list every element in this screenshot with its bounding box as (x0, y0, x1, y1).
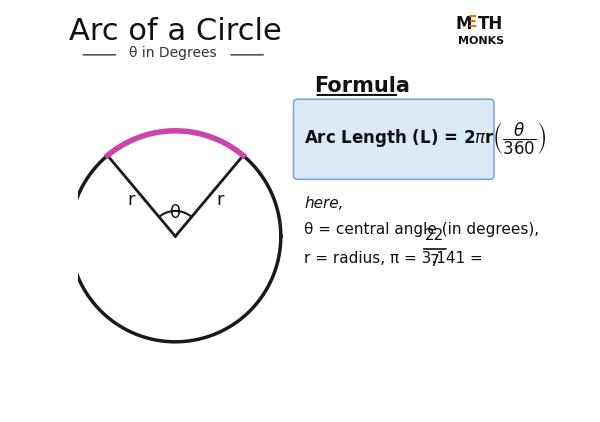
FancyBboxPatch shape (293, 99, 494, 179)
Text: Formula: Formula (314, 76, 410, 96)
Text: r = radius, π = 3.141 =: r = radius, π = 3.141 = (304, 251, 488, 266)
Text: 7: 7 (430, 254, 440, 270)
Text: here,: here, (304, 196, 344, 211)
Text: θ: θ (170, 204, 181, 222)
Text: M: M (456, 15, 472, 33)
Text: Arc of a Circle: Arc of a Circle (69, 17, 281, 46)
Text: MONKS: MONKS (458, 36, 505, 46)
Text: θ = central angle (in degrees),: θ = central angle (in degrees), (304, 222, 539, 237)
Text: r: r (127, 191, 134, 209)
Text: TH: TH (478, 15, 503, 33)
Text: Arc Length (L) = 2$\pi$r$\left(\dfrac{\theta}{360}\right)$: Arc Length (L) = 2$\pi$r$\left(\dfrac{\t… (304, 120, 547, 157)
Text: Ξ: Ξ (467, 15, 477, 30)
Text: θ in Degrees: θ in Degrees (130, 46, 217, 60)
Text: r: r (216, 191, 224, 209)
Text: 22: 22 (425, 228, 445, 243)
